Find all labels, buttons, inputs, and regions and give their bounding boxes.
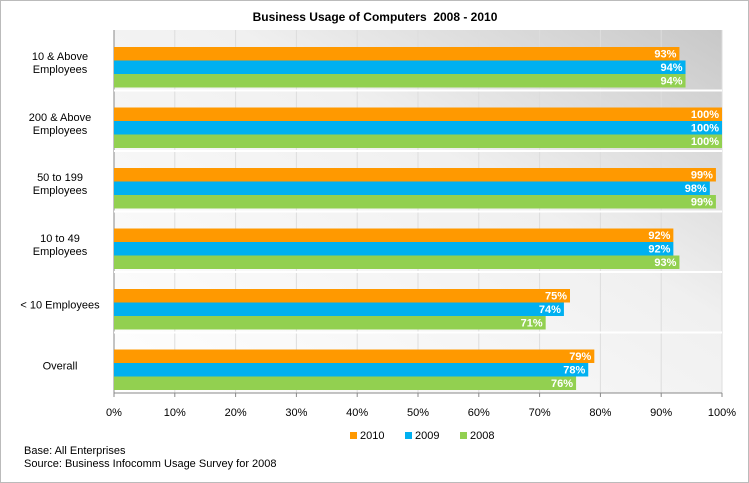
bar [114,107,722,121]
x-tick-label: 70% [529,407,551,419]
y-tick-label: 200 & Above Employees [28,111,92,137]
value-label: 100% [691,136,719,148]
value-label: 78% [563,365,585,377]
value-label: 93% [654,257,676,269]
bar [114,168,716,182]
value-label: 100% [691,109,719,121]
value-label: 76% [551,378,573,390]
value-label: 75% [545,291,567,303]
x-tick-label: 90% [650,407,672,419]
bar [114,349,595,363]
y-tick-label: 10 & Above Employees [31,51,89,77]
x-tick-label: 40% [346,407,368,419]
y-tick-label: 10 to 49 Employees [32,232,88,258]
y-tick-label: 50 to 199 Employees [32,172,88,198]
bar [114,181,710,195]
bar [114,47,680,61]
x-tick-label: 50% [407,407,429,419]
bar [114,134,722,148]
legend-swatch [350,432,357,439]
x-tick-label: 30% [285,407,307,419]
footnote: Base: All Enterprises [24,445,126,457]
legend-label: 2010 [360,430,384,442]
legend-label: 2008 [470,430,494,442]
bar [114,289,570,303]
value-label: 93% [654,49,676,61]
value-label: 99% [691,197,713,209]
value-label: 92% [648,230,670,242]
value-label: 100% [691,123,719,135]
x-tick-label: 80% [589,407,611,419]
bar [114,121,722,135]
value-label: 74% [539,304,561,316]
value-label: 98% [685,183,707,195]
bar [114,74,686,88]
x-tick-label: 10% [164,407,186,419]
bar [114,228,674,242]
bar [114,242,674,256]
value-label: 79% [569,351,591,363]
bar [114,363,589,377]
bar [114,316,546,330]
bar [114,195,716,209]
value-label: 94% [660,62,682,74]
legend-label: 2009 [415,430,439,442]
x-tick-label: 60% [468,407,490,419]
bar [114,60,686,74]
value-label: 99% [691,170,713,182]
footnote: Source: Business Infocomm Usage Survey f… [24,458,277,470]
chart-title: Business Usage of Computers 2008 - 2010 [253,10,498,24]
x-tick-label: 0% [106,407,122,419]
value-label: 71% [521,318,543,330]
legend-swatch [405,432,412,439]
x-tick-label: 20% [225,407,247,419]
bar [114,302,564,316]
bar [114,376,577,390]
bar [114,255,680,269]
legend-swatch [460,432,467,439]
y-tick-label: < 10 Employees [20,299,100,312]
value-label: 92% [648,244,670,256]
y-tick-label: Overall [42,360,78,373]
x-tick-label: 100% [708,407,736,419]
value-label: 94% [660,76,682,88]
